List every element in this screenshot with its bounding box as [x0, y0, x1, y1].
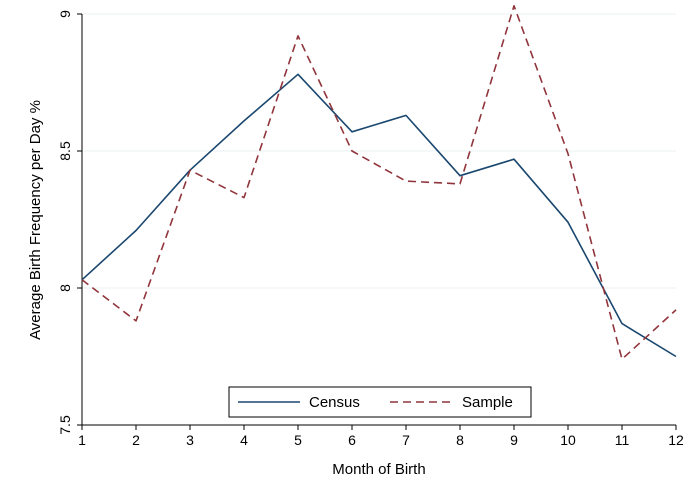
x-tick-label: 8: [456, 432, 464, 448]
y-tick-label: 9: [57, 10, 73, 18]
y-tick-label: 8.5: [57, 141, 73, 161]
y-ticks: 7.5 8 8.5 9: [57, 10, 82, 435]
x-axis-title: Month of Birth: [332, 461, 425, 478]
x-tick-label: 1: [78, 432, 86, 448]
x-tick-label: 7: [402, 432, 410, 448]
axes: [81, 14, 676, 426]
x-tick-label: 3: [186, 432, 194, 448]
series-lines: [81, 5, 677, 361]
y-tick-label: 8: [57, 284, 73, 292]
legend: Census Sample: [228, 386, 532, 418]
legend-label-sample: Sample: [462, 394, 513, 411]
y-tick-label: 7.5: [57, 415, 73, 435]
x-tick-label: 6: [348, 432, 356, 448]
series-line-sample: [81, 5, 677, 361]
x-ticks: 1 2 3 4 5 6 7 8 9 10 11 12: [78, 425, 684, 448]
x-tick-label: 9: [510, 432, 518, 448]
x-tick-label: 11: [615, 432, 630, 448]
x-tick-label: 2: [132, 432, 140, 448]
x-tick-label: 5: [294, 432, 302, 448]
legend-label-census: Census: [309, 394, 360, 411]
x-tick-label: 4: [240, 432, 248, 448]
gridlines: [82, 13, 676, 289]
series-line-census: [81, 73, 677, 358]
y-axis-title: Average Birth Frequency per Day %: [27, 100, 44, 340]
x-tick-label: 12: [668, 432, 684, 448]
x-tick-label: 10: [560, 432, 576, 448]
